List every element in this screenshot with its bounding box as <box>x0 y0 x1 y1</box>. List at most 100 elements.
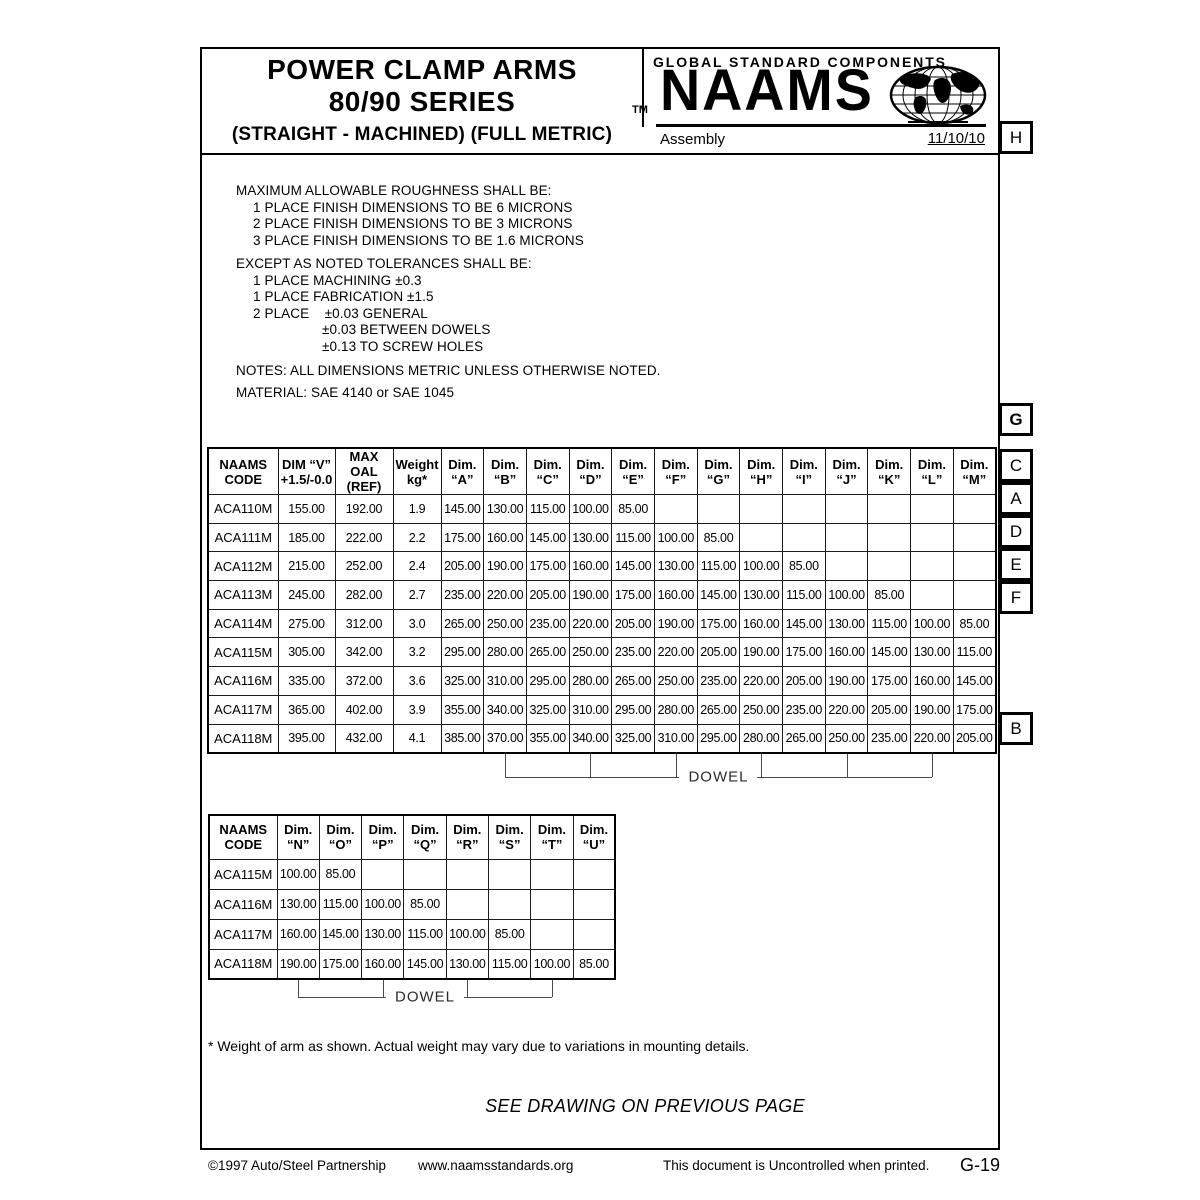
dim-value-cell: 402.00 <box>334 694 394 725</box>
dimension-table-secondary: NAAMS CODE Dim. “N” Dim. “O” Dim. “P” Dim. “Q” Dim… <box>208 814 617 980</box>
dim-value-cell <box>653 494 698 524</box>
table-row: ACA116M 335.00 372.00 3.6 325.00 310.00 295.00… <box>207 666 997 696</box>
dim-value-cell: 265.00 <box>525 637 570 668</box>
dim-value-cell: 250.00 <box>824 723 869 754</box>
column-header: Dim. “F” <box>653 447 698 495</box>
dim-value-cell <box>867 551 912 582</box>
dim-value-cell: 115.00 <box>867 608 912 639</box>
dim-value-cell: 235.00 <box>782 694 826 725</box>
dim-value-cell: 130.00 <box>739 580 783 610</box>
dim-value-cell: 145.00 <box>440 494 485 524</box>
naams-code-cell: ACA111M <box>207 522 279 553</box>
dim-value-cell: 220.00 <box>653 637 698 668</box>
naams-code-cell: ACA116M <box>208 888 278 920</box>
note-line: MATERIAL: SAE 4140 or SAE 1045 <box>236 384 455 400</box>
dim-value-cell: 85.00 <box>782 551 826 582</box>
dim-value-cell: 3.0 <box>392 608 442 639</box>
dim-value-cell: 100.00 <box>653 522 698 553</box>
zone-marker-a: A <box>999 482 1033 515</box>
dim-value-cell: 280.00 <box>568 666 613 696</box>
dim-value-cell: 85.00 <box>611 494 655 524</box>
dim-value-cell: 160.00 <box>361 948 405 980</box>
dim-value-cell: 145.00 <box>782 608 826 639</box>
table-row: ACA117M 365.00 402.00 3.9 355.00 340.00 325.00… <box>207 694 997 725</box>
table-row: ACA112M 215.00 252.00 2.4 205.00 190.00 175.00… <box>207 551 997 582</box>
dim-value-cell: 280.00 <box>739 723 783 754</box>
notes: MAXIMUM ALLOWABLE ROUGHNESS SHALL BE: 1 P… <box>236 183 661 401</box>
column-header: Dim. “I” <box>782 447 826 495</box>
dim-value-cell: 235.00 <box>611 637 655 668</box>
dim-value-cell <box>867 522 912 553</box>
dim-value-cell: 250.00 <box>653 666 698 696</box>
dim-value-cell: 130.00 <box>653 551 698 582</box>
note-line: 1 PLACE FINISH DIMENSIONS TO BE 6 MICRON… <box>253 199 573 215</box>
dim-value-cell: 190.00 <box>910 694 954 725</box>
dim-value-cell: 145.00 <box>525 522 570 553</box>
dim-value-cell: 190.00 <box>483 551 527 582</box>
dim-value-cell: 310.00 <box>483 666 527 696</box>
dim-value-cell: 220.00 <box>739 666 783 696</box>
dowel-bracket-line <box>382 980 384 997</box>
dim-value-cell: 205.00 <box>611 608 655 639</box>
header-divider <box>642 47 644 127</box>
revision-date: 11/10/10 <box>927 130 985 147</box>
dim-value-cell: 205.00 <box>525 580 570 610</box>
dim-value-cell: 145.00 <box>696 580 741 610</box>
column-header: Dim. “C” <box>525 447 570 495</box>
dim-value-cell: 190.00 <box>568 580 613 610</box>
column-header: Dim. “S” <box>487 814 532 860</box>
dim-value-cell: 175.00 <box>318 948 363 980</box>
dim-value-cell: 160.00 <box>910 666 954 696</box>
dim-value-cell <box>530 888 574 920</box>
dim-value-cell: 130.00 <box>483 494 527 524</box>
table-row: ACA115M 100.00 85.00 <box>208 858 616 890</box>
dim-value-cell: 250.00 <box>568 637 613 668</box>
naams-code-cell: ACA113M <box>207 580 279 610</box>
table-row: ACA111M 185.00 222.00 2.2 175.00 160.00 145.00… <box>207 522 997 553</box>
dim-value-cell <box>910 580 954 610</box>
dim-value-cell: 160.00 <box>483 522 527 553</box>
dim-value-cell: 130.00 <box>568 522 613 553</box>
dim-value-cell <box>910 551 954 582</box>
dim-value-cell: 100.00 <box>530 948 574 980</box>
dowel-bracket-line <box>931 753 933 777</box>
dim-value-cell: 160.00 <box>568 551 613 582</box>
dim-value-cell: 145.00 <box>867 637 912 668</box>
column-header: Dim. “P” <box>361 814 405 860</box>
dim-value-cell <box>782 522 826 553</box>
title-block: POWER CLAMP ARMS 80/90 SERIES (STRAIGHT … <box>202 54 642 146</box>
column-header: Dim. “U” <box>572 814 616 860</box>
column-header: NAAMS CODE <box>207 447 279 495</box>
dowel-bracket-line <box>464 997 552 998</box>
dim-value-cell <box>572 858 616 890</box>
dimension-table-main: NAAMS CODE DIM “V” +1.5/-0.0 MAX OAL (REF) Wei… <box>207 447 997 754</box>
dim-value-cell: 100.00 <box>568 494 613 524</box>
dim-value-cell: 155.00 <box>277 494 336 524</box>
dim-value-cell: 100.00 <box>824 580 869 610</box>
dim-value-cell: 185.00 <box>277 522 336 553</box>
dim-value-cell: 235.00 <box>867 723 912 754</box>
dim-value-cell: 265.00 <box>611 666 655 696</box>
naams-code-cell: ACA118M <box>208 948 278 980</box>
naams-code-cell: ACA114M <box>207 608 279 639</box>
doc-type-label: Assembly <box>660 131 726 148</box>
column-header: Dim. “A” <box>440 447 485 495</box>
column-header: Dim. “L” <box>910 447 954 495</box>
logo-tagline: GLOBAL STANDARD COMPONENTS <box>653 54 947 70</box>
dim-value-cell: 85.00 <box>318 858 363 890</box>
dim-value-cell: 100.00 <box>276 858 320 890</box>
dim-value-cell: 4.1 <box>392 723 442 754</box>
column-header: NAAMS CODE <box>208 814 278 860</box>
dim-value-cell: 250.00 <box>739 694 783 725</box>
dim-value-cell: 85.00 <box>572 948 616 980</box>
dim-value-cell: 190.00 <box>824 666 869 696</box>
dim-value-cell: 130.00 <box>445 948 489 980</box>
table-row: ACA110M 155.00 192.00 1.9 145.00 130.00 115.00… <box>207 494 997 524</box>
column-header: Dim. “B” <box>483 447 527 495</box>
dowel-bracket-line <box>505 776 680 778</box>
dim-value-cell <box>952 494 997 524</box>
dim-value-cell: 2.2 <box>392 522 442 553</box>
dim-value-cell: 310.00 <box>568 694 613 725</box>
logo-underline <box>656 124 986 127</box>
dim-value-cell: 340.00 <box>483 694 527 725</box>
